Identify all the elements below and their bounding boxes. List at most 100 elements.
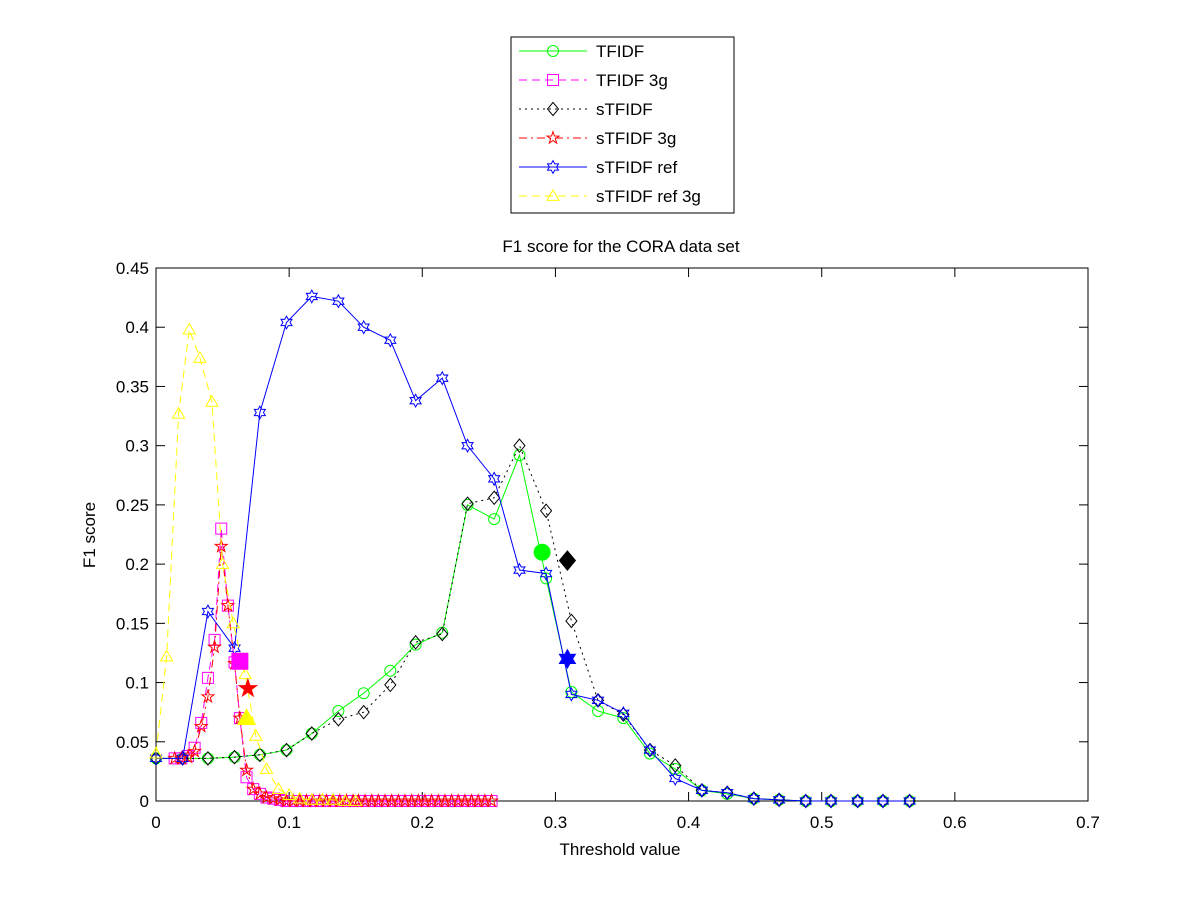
data-point [383,332,397,348]
axis-ticks: 0 0.1 0.2 0.3 0.4 0.5 0.6 0.7 0 0.05 0.1 0.15 0.2 0.2… [116,259,1100,832]
data-point [205,394,219,407]
legend-entry: TFIDF 3g [519,71,668,90]
data-point [239,762,255,777]
legend-marker [546,188,560,201]
y-tick-label: 0.1 [125,674,149,693]
data-point [488,513,501,526]
legend-box [510,36,735,214]
data-point [720,785,734,801]
data-point [591,692,605,708]
data-point [643,742,657,758]
legend-label: TFIDF 3g [596,71,668,90]
series-line [156,295,910,802]
plot-area: 0 0.1 0.2 0.3 0.4 0.5 0.6 0.7 0 0.05 0.1 0.15 0.2 0.2… [116,259,1100,832]
data-point [461,438,474,454]
data-point [695,782,709,798]
y-tick-label: 0.35 [116,377,149,396]
data-point [207,639,223,654]
data-point [282,788,297,800]
data-point [305,289,319,304]
legend-entry: sTFIDF [519,100,653,119]
data-point [436,626,449,642]
data-point [484,793,500,808]
data-point [213,538,229,553]
series-line [155,329,356,802]
series-line [174,546,492,802]
x-tick-label: 0.6 [943,813,967,832]
data-point [259,789,275,804]
y-axis-label: F1 score [80,502,99,568]
data-point [226,616,241,629]
data-point [348,793,363,806]
data-point [384,664,397,677]
series-stfidf-ref [149,289,916,809]
data-point [487,471,501,487]
legend-marker [546,159,560,175]
data-point [201,750,215,766]
x-tick-label: 0 [151,813,160,832]
x-axis-label: Threshold value [560,840,681,859]
data-point [513,449,526,462]
x-tick-label: 0.7 [1076,813,1100,832]
highlight-point [558,550,577,571]
data-point [220,597,236,612]
x-tick-label: 0.5 [810,813,834,832]
data-point [851,793,865,809]
highlight-point [236,708,257,725]
data-point [259,761,274,774]
data-point [747,791,761,806]
data-point [159,649,174,662]
data-point [539,566,553,581]
x-tick-label: 0.2 [410,813,434,832]
data-point [173,750,189,765]
data-point [240,771,253,784]
data-point [332,293,345,309]
series-stfidf-3g [167,538,500,808]
y-tick-label: 0 [140,792,149,811]
data-point [187,743,203,758]
data-point [616,705,630,721]
data-point [176,750,190,766]
data-point [513,562,526,578]
legend-marker [546,101,560,117]
data-point [332,704,345,717]
chart-title: F1 score for the CORA data set [502,237,739,256]
data-point [280,742,293,758]
data-point [238,667,253,680]
data-point [461,496,474,512]
legend-marker [547,74,559,86]
data-point [513,438,526,454]
legend-entry: TFIDF [519,42,644,61]
data-point [260,791,273,804]
highlight-point [558,648,577,670]
data-point [305,726,318,741]
data-point [409,393,423,409]
data-point [228,749,241,765]
data-point [357,704,370,720]
data-point [357,319,371,335]
data-point [565,613,578,629]
data-point [357,687,370,700]
data-point [201,671,214,684]
legend-label: sTFIDF 3g [596,129,676,148]
legend-entry: sTFIDF 3g [519,129,676,148]
data-point [409,638,422,651]
data-point [193,350,207,363]
legend-entry: sTFIDF ref [519,158,677,177]
x-tick-label: 0.1 [277,813,301,832]
data-point [488,490,501,506]
legend-label: sTFIDF [596,100,653,119]
y-tick-label: 0.2 [125,555,149,574]
data-point [248,728,263,741]
x-tick-label: 0.3 [544,813,568,832]
y-tick-label: 0.3 [125,437,149,456]
legend-entry: sTFIDF ref 3g [519,187,701,206]
data-point [265,790,281,806]
data-point [617,712,630,725]
data-point [182,322,197,335]
data-point [338,793,352,806]
data-point [799,793,813,809]
data-point [668,771,682,786]
data-point [253,405,267,420]
